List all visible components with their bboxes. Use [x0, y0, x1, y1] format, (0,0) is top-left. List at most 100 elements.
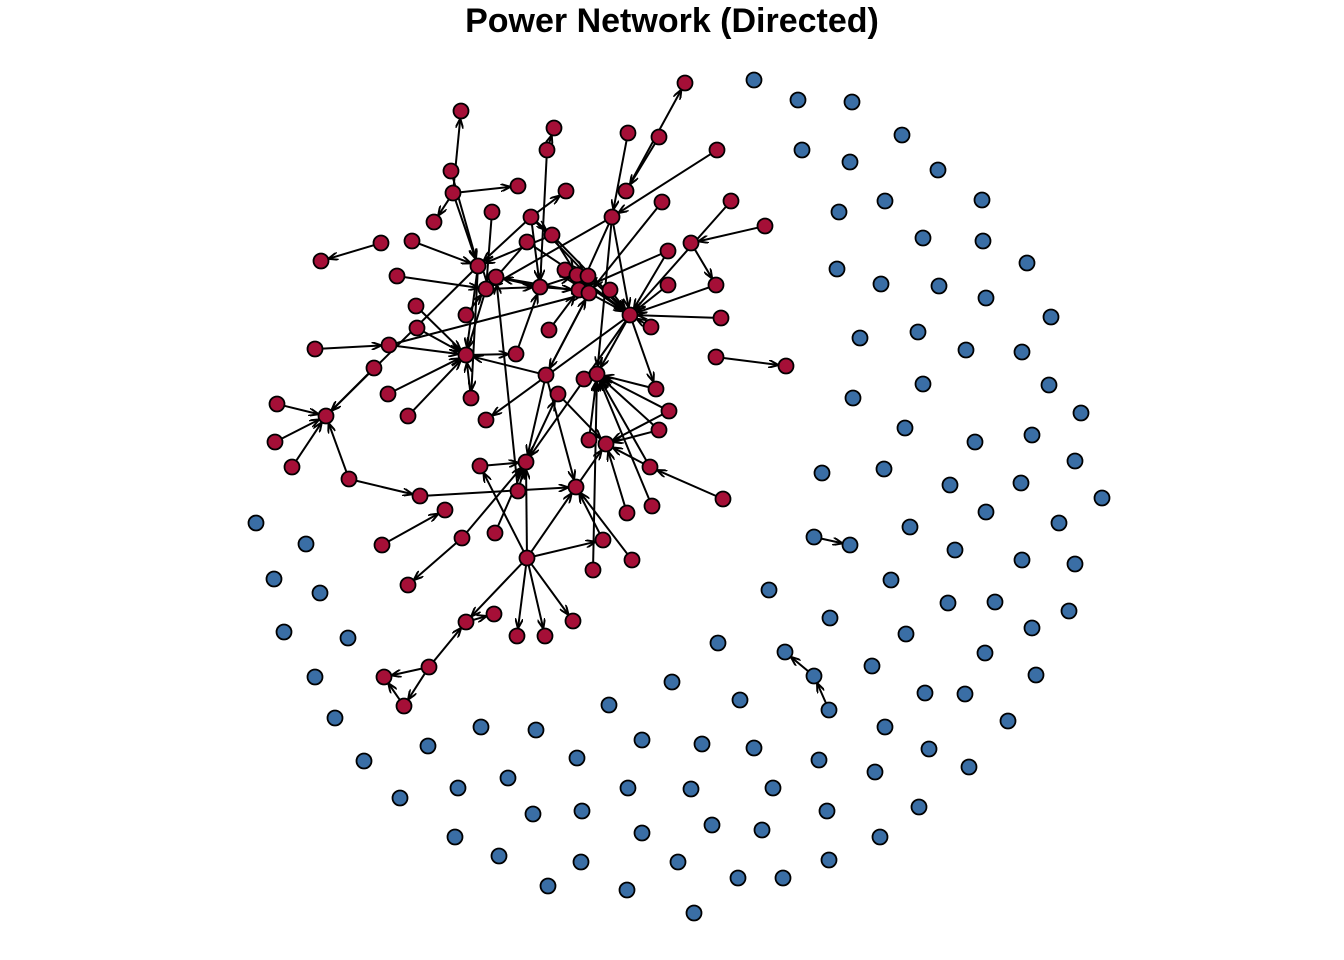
node-i95	[818, 802, 836, 820]
node-n84	[594, 531, 612, 549]
node-n91	[457, 613, 475, 631]
node-i66	[916, 684, 934, 702]
edge-n36-n54	[550, 299, 587, 368]
edge-n41-n57	[631, 321, 653, 381]
edge-n53-n63	[332, 372, 370, 410]
edge-n10-n18	[439, 198, 450, 215]
node-i20	[851, 329, 869, 347]
edge-i40-i41	[821, 539, 841, 544]
node-i33	[1012, 474, 1030, 492]
edge-i70-i62	[817, 684, 827, 704]
node-n50	[507, 345, 525, 363]
node-i60	[976, 644, 994, 662]
node-i61	[863, 657, 881, 675]
node-i38	[901, 518, 919, 536]
edge-n39-n41	[638, 286, 710, 312]
node-n8	[442, 162, 460, 180]
edge-n51-n52	[723, 356, 777, 365]
edge-n66-n56	[603, 380, 655, 426]
edge-n73-n69	[614, 448, 644, 465]
edge-n54-n72	[528, 382, 546, 453]
edge-n25-n41	[634, 256, 666, 307]
edge-n64-n49	[412, 361, 460, 412]
node-i56	[897, 625, 915, 643]
node-i108	[618, 881, 636, 899]
node-i67	[956, 685, 974, 703]
node-n67	[266, 433, 284, 451]
edge-n21-n26	[329, 244, 375, 258]
node-i89	[682, 780, 700, 798]
node-n93	[508, 627, 526, 645]
node-i103	[669, 853, 687, 871]
node-i13	[1018, 254, 1036, 272]
node-n80	[436, 501, 454, 519]
node-i37	[247, 514, 265, 532]
edge-n76-n30	[497, 285, 519, 484]
edge-n16-n33	[530, 224, 539, 278]
edge-n77-n75	[427, 487, 567, 497]
node-n53	[365, 359, 383, 377]
node-n26	[312, 252, 330, 270]
node-i105	[729, 869, 747, 887]
node-i57	[339, 629, 357, 647]
edge-n24-n39	[693, 248, 712, 277]
node-n18	[425, 213, 443, 231]
node-n2	[452, 102, 470, 120]
node-n78	[714, 490, 732, 508]
node-i75	[527, 721, 545, 739]
node-n60	[549, 385, 567, 403]
edge-n34-n33	[493, 287, 531, 288]
node-n85	[373, 536, 391, 554]
node-n40	[407, 297, 425, 315]
node-i31	[875, 460, 893, 478]
edge-n41-n56	[601, 321, 628, 367]
edge-n50-n33	[517, 295, 538, 348]
node-i27	[896, 419, 914, 437]
node-n5	[650, 128, 668, 146]
node-n75	[567, 478, 585, 496]
node-i12	[974, 232, 992, 250]
node-i63	[306, 668, 324, 686]
node-i11	[914, 229, 932, 247]
node-i9	[973, 191, 991, 209]
node-i55	[275, 623, 293, 641]
edge-n42-n34	[469, 296, 481, 310]
edge-n4-n17	[614, 140, 628, 208]
node-n97	[395, 697, 413, 715]
node-i86	[499, 769, 517, 787]
node-n15	[483, 203, 501, 221]
node-n41	[621, 306, 639, 324]
edge-n47-n48	[322, 345, 380, 348]
node-i73	[472, 718, 490, 736]
node-n1	[676, 74, 694, 92]
node-i14	[828, 260, 846, 278]
node-n3	[545, 119, 563, 137]
node-i5	[793, 141, 811, 159]
edge-n33-n31	[546, 278, 569, 286]
node-i80	[920, 740, 938, 758]
node-n37	[601, 281, 619, 299]
node-n11	[617, 182, 635, 200]
node-i74	[876, 718, 894, 736]
node-n49	[457, 346, 475, 364]
edge-n70-n63	[295, 423, 321, 462]
node-i28	[1023, 426, 1041, 444]
node-n66	[650, 421, 668, 439]
node-i48	[760, 581, 778, 599]
node-n22	[403, 232, 421, 250]
node-i69	[600, 696, 618, 714]
node-n25	[659, 242, 677, 260]
node-i102	[572, 853, 590, 871]
node-n81	[618, 504, 636, 522]
edge-n88-n56	[592, 382, 597, 563]
node-n96	[375, 668, 393, 686]
node-n69	[597, 435, 615, 453]
node-i40	[805, 528, 823, 546]
node-i54	[1023, 619, 1041, 637]
node-n19	[756, 217, 774, 235]
node-i109	[685, 904, 703, 922]
node-i83	[355, 752, 373, 770]
node-n46	[540, 321, 558, 339]
edge-n95-n97	[409, 672, 426, 699]
edge-n48-n36	[396, 295, 581, 345]
